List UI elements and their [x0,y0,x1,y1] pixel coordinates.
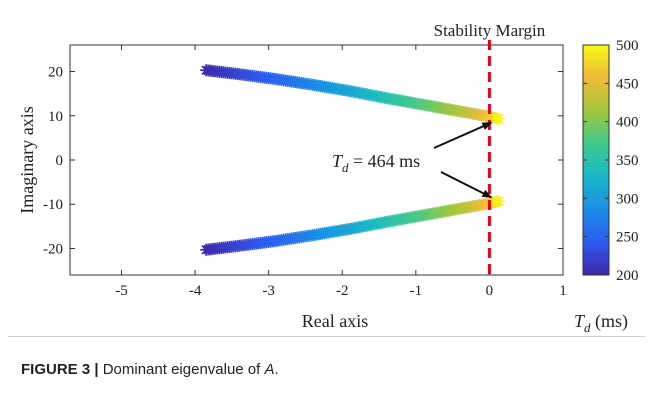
eigenvalue-chart: Stability Margin -5 -4 -3 -2 -1 0 1 20100-10-2… [17,21,639,335]
stability-margin-label: Stability Margin [434,21,546,40]
x-axis-ticks: -5 -4 -3 -2 -1 0 1 [115,45,567,299]
colorbar-label: Td (ms) [574,311,628,335]
caption-end: . [274,361,279,378]
x-tick-label: -4 [189,283,202,299]
caption-text: Dominant eigenvalue of [98,361,265,378]
data-points [200,64,505,256]
y-tick-label: 0 [56,153,64,169]
annotation-arrows [433,121,493,199]
eigenvalue-marker [492,112,505,125]
y-axis-label: Imaginary axis [17,106,37,213]
annotation-arrow [433,121,493,149]
x-tick-label: 1 [559,283,567,299]
colorbar-tick-label: 250 [616,230,639,246]
eigenvalue-marker [492,195,505,208]
colorbar-tick-label: 200 [616,268,639,284]
colorbar-ticks: 500 450 400 350 300 250 200 [583,38,639,284]
y-tick-label: -20 [43,241,63,257]
annotation-label: Td = 464 ms [332,151,420,175]
y-axis-ticks: 20 10 0 -10 -20 [43,65,563,257]
colorbar [582,44,610,276]
annotation-arrow [440,171,493,199]
x-tick-label: -2 [336,283,349,299]
caption-lead: FIGURE 3 | [21,361,99,378]
x-tick-label: -5 [115,283,128,299]
colorbar-tick-label: 500 [616,38,639,54]
y-tick-label: 10 [48,109,63,125]
figure-caption: FIGURE 3 | Dominant eigenvalue of A. [21,361,279,378]
x-tick-label: -3 [262,283,275,299]
y-tick-label: -10 [43,197,63,213]
caption-divider [8,336,645,337]
colorbar-tick-label: 300 [616,191,639,207]
x-tick-label: 0 [486,283,494,299]
x-axis-label: Real axis [302,311,368,331]
caption-math: A [264,361,275,378]
colorbar-tick-label: 450 [616,76,639,92]
colorbar-tick-label: 400 [616,115,639,131]
colorbar-tick-label: 350 [616,153,639,169]
x-tick-label: -1 [410,283,423,299]
y-tick-label: 20 [48,65,63,81]
